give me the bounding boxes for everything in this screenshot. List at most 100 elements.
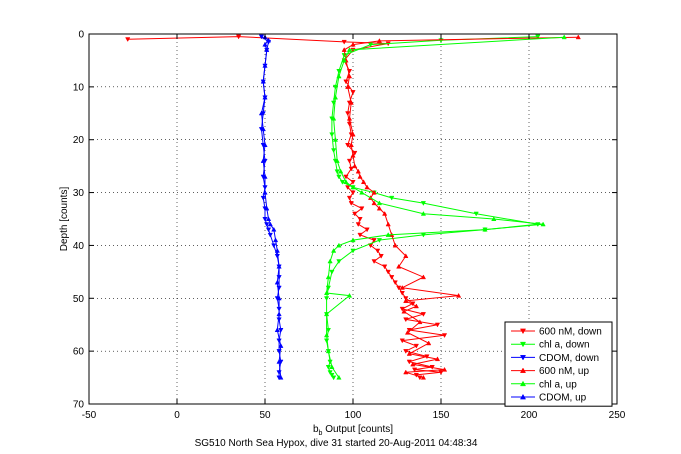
series-point: [331, 148, 337, 154]
series-point: [262, 173, 268, 179]
series-point: [540, 221, 546, 227]
series-point: [267, 221, 273, 227]
series-point: [355, 222, 361, 228]
series-point: [278, 343, 284, 348]
series-line: [326, 36, 565, 378]
series-point: [345, 111, 351, 117]
legend-marker: [519, 355, 527, 361]
series-point: [346, 292, 353, 298]
series-point: [276, 263, 282, 269]
series-point: [265, 216, 272, 222]
series-point: [357, 216, 363, 222]
series-point: [399, 284, 405, 290]
series-point: [355, 168, 361, 174]
series-point: [264, 47, 270, 52]
series-point: [271, 243, 277, 249]
series-point: [378, 253, 384, 259]
series-point: [338, 168, 344, 174]
y-tick-label: 50: [73, 294, 85, 305]
series-point: [262, 62, 268, 68]
legend-box: [504, 321, 613, 407]
legend-marker: [519, 328, 527, 335]
series-point: [357, 173, 363, 179]
series-point: [262, 94, 268, 100]
series-point: [352, 163, 358, 169]
x-tick-label: 250: [609, 410, 626, 421]
series-point: [376, 200, 383, 206]
data-layer: [125, 34, 581, 381]
legend-label: CDOM, up: [539, 393, 587, 404]
series-point: [323, 311, 330, 317]
legend-label: chl a, down: [539, 340, 590, 351]
series-point: [260, 78, 266, 84]
series-point: [345, 142, 351, 148]
series-point: [325, 274, 331, 280]
series-point: [371, 200, 377, 206]
series-point: [371, 189, 377, 195]
series-point: [350, 237, 356, 243]
series-point: [262, 189, 268, 195]
series-point: [375, 248, 381, 254]
series-point: [339, 179, 346, 185]
y-tick-label: 70: [73, 400, 85, 411]
y-tick-label: 0: [78, 30, 84, 41]
series-point: [341, 57, 347, 63]
series-point: [389, 195, 395, 201]
series-point: [262, 142, 268, 148]
series-point: [334, 158, 340, 163]
series-point: [411, 367, 418, 373]
x-axis-label-rest: Output [counts]: [322, 424, 393, 435]
series-point: [329, 132, 335, 138]
series-point: [329, 372, 335, 378]
series-point: [334, 169, 340, 175]
series-point: [434, 322, 441, 328]
series-point: [274, 247, 280, 253]
series-point: [336, 259, 342, 265]
series-point: [343, 179, 349, 185]
series-point: [336, 374, 342, 380]
series-point: [350, 248, 356, 254]
series-point: [327, 258, 333, 264]
y-tick-label: 40: [73, 241, 85, 252]
series-point: [473, 211, 479, 217]
series-point: [336, 242, 342, 248]
series-point: [325, 348, 331, 354]
series-point: [352, 211, 358, 217]
series-point: [364, 184, 370, 190]
series-point: [420, 274, 427, 280]
series-point: [350, 190, 356, 196]
series-point: [399, 338, 405, 344]
series-point: [329, 269, 335, 275]
series-5: [258, 34, 284, 380]
series-point: [561, 34, 567, 40]
series-point: [331, 247, 337, 253]
series-point: [125, 37, 131, 43]
y-tick-label: 30: [73, 188, 85, 199]
series-point: [346, 115, 353, 121]
series-point: [325, 327, 331, 333]
series-point: [403, 317, 409, 323]
series-point: [274, 279, 280, 285]
series-point: [382, 210, 388, 216]
series-point: [382, 264, 388, 270]
series-point: [392, 242, 398, 248]
x-tick-label: 150: [433, 410, 450, 421]
series-point: [276, 358, 282, 364]
series-point: [535, 34, 541, 40]
series-point: [364, 227, 370, 233]
series-point: [260, 126, 266, 132]
legend-label: chl a, up: [539, 379, 577, 390]
series-point: [278, 327, 284, 333]
series-point: [350, 131, 356, 137]
series-point: [410, 361, 416, 367]
series-point: [331, 375, 337, 381]
series-point: [276, 295, 282, 301]
series-line: [127, 36, 445, 378]
series-point: [491, 216, 497, 222]
series-point: [336, 174, 342, 180]
series-point: [403, 369, 409, 375]
series-point: [350, 90, 356, 95]
legend-label: CDOM, down: [539, 353, 599, 364]
series-point: [403, 349, 409, 354]
series-point: [426, 340, 432, 346]
